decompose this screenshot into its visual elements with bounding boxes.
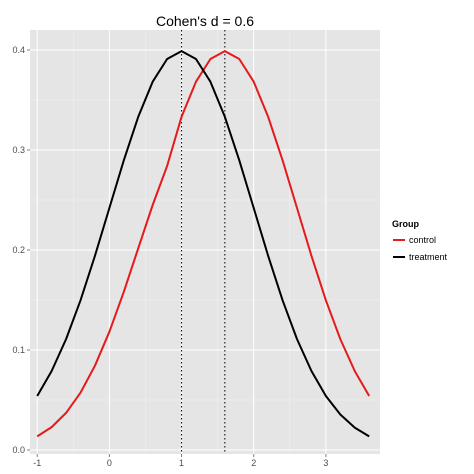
series-layer [36,50,371,438]
legend-label-control: control [409,235,436,245]
y-axis: 0.0 0.1 0.2 0.3 0.4 [12,45,30,455]
reference-lines [181,30,226,454]
x-tick-label: 0 [107,458,112,468]
y-tick-label: 0.0 [12,445,25,455]
legend-title: Group [392,219,419,229]
x-tick-label: 3 [323,458,328,468]
x-axis: -1 0 1 2 3 [33,454,328,468]
legend-label-treatment: treatment [409,252,448,262]
y-tick-label: 0.4 [12,45,25,55]
series-line-treatment [36,50,370,438]
chart-title: Cohen's d = 0.6 [156,13,254,29]
y-tick-label: 0.2 [12,245,25,255]
x-tick-label: 1 [179,458,184,468]
x-tick-label: 2 [251,458,256,468]
panel-background [30,30,380,454]
y-tick-label: 0.3 [12,145,25,155]
x-tick-label: -1 [33,458,41,468]
y-tick-label: 0.1 [12,345,25,355]
legend: Group control treatment [392,219,448,262]
